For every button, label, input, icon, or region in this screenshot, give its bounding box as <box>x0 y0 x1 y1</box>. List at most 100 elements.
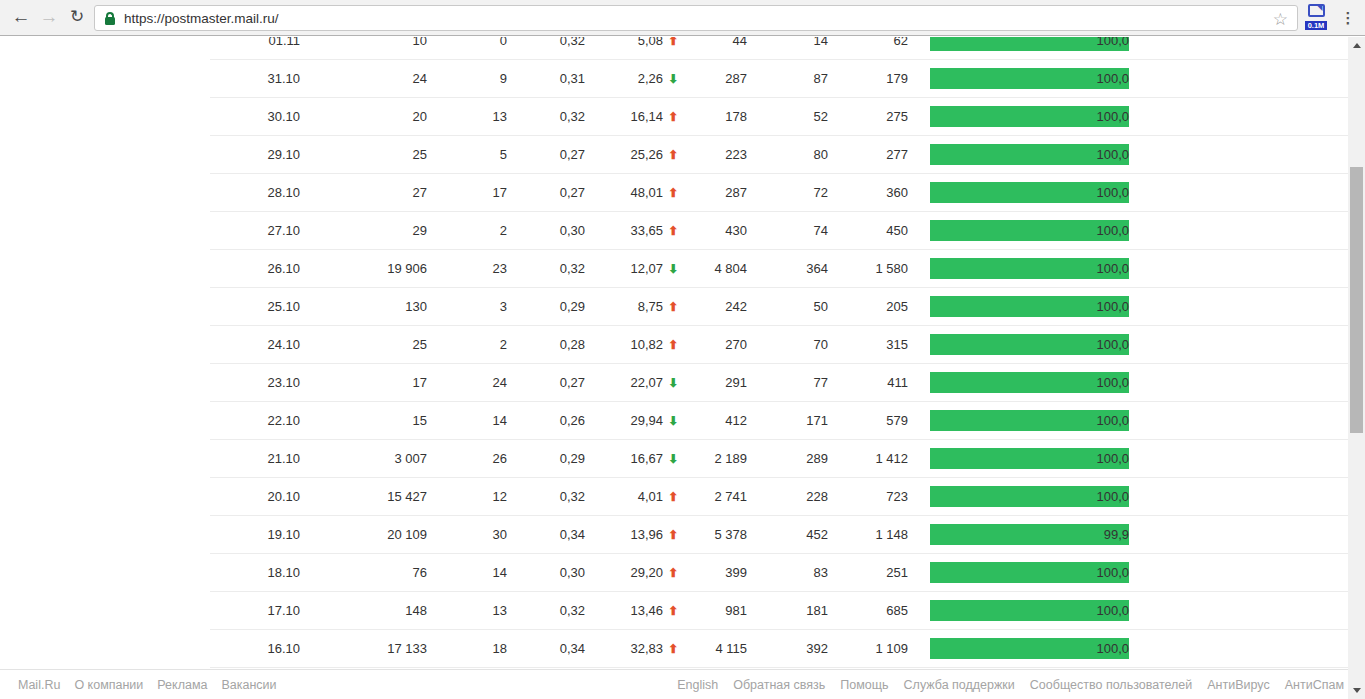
scroll-up-button[interactable] <box>1348 37 1365 53</box>
trend-up-arrow-icon: ⬆ <box>663 338 678 352</box>
delivery-bar-cell: 100,0 <box>908 448 1140 469</box>
trend-cell: 29,94⬇ <box>585 413 678 428</box>
scroll-down-button[interactable] <box>1348 682 1365 698</box>
extension-icon[interactable]: 0.1M <box>1304 3 1328 30</box>
value-cell-2: 13 <box>427 109 507 124</box>
delivery-percent-bar: 99,9 <box>930 524 1129 545</box>
footer-link-right-5[interactable]: Сообщество пользователей <box>1030 678 1192 692</box>
footer-link-right-4[interactable]: Служба поддержки <box>904 678 1015 692</box>
delivery-bar-cell: 100,0 <box>908 144 1140 165</box>
date-cell: 01.11 <box>210 37 300 48</box>
footer-link-right-6[interactable]: АнтиВирус <box>1207 678 1269 692</box>
delivery-bar-cell: 100,0 <box>908 37 1140 51</box>
delivery-bar-cell: 100,0 <box>908 410 1140 431</box>
value-cell-3: 0,34 <box>507 641 585 656</box>
footer-link-right-7[interactable]: АнтиСпам <box>1285 678 1344 692</box>
footer-links-left: Mail.Ru О компании Реклама Вакансии <box>18 678 291 692</box>
value-cell-6: 1 148 <box>828 527 908 542</box>
value-cell-1: 19 906 <box>300 261 427 276</box>
delivery-bar-cell: 100,0 <box>908 562 1140 583</box>
value-cell-4: 4 115 <box>678 641 747 656</box>
date-cell: 22.10 <box>210 413 300 428</box>
chrome-menu-icon[interactable]: ⋮ <box>1338 4 1358 32</box>
date-cell: 28.10 <box>210 185 300 200</box>
value-cell-2: 14 <box>427 565 507 580</box>
value-cell-3: 0,26 <box>507 413 585 428</box>
footer-links-right: English Обратная связь Помощь Служба поддер… <box>662 678 1344 692</box>
value-cell-4: 2 189 <box>678 451 747 466</box>
value-cell-1: 24 <box>300 71 427 86</box>
value-cell-2: 5 <box>427 147 507 162</box>
trend-value: 33,65 <box>630 223 663 238</box>
table-row: 23.1017240,2722,07⬇29177411100,0 <box>210 364 1348 402</box>
scrollbar-thumb[interactable] <box>1350 167 1363 433</box>
trend-cell: 29,20⬆ <box>585 565 678 580</box>
value-cell-5: 392 <box>747 641 828 656</box>
url-text[interactable]: https://postmaster.mail.ru/ <box>124 11 279 26</box>
delivery-percent-bar: 100,0 <box>930 144 1129 165</box>
trend-down-arrow-icon: ⬇ <box>663 414 678 428</box>
stats-table: 01.111000,325,08⬆441462100,031.102490,31… <box>210 37 1348 668</box>
https-lock-icon <box>105 12 115 25</box>
value-cell-4: 5 378 <box>678 527 747 542</box>
value-cell-2: 9 <box>427 71 507 86</box>
date-cell: 29.10 <box>210 147 300 162</box>
table-row: 20.1015 427120,324,01⬆2 741228723100,0 <box>210 478 1348 516</box>
value-cell-3: 0,32 <box>507 489 585 504</box>
value-cell-6: 251 <box>828 565 908 580</box>
footer-link-left-2[interactable]: О компании <box>74 678 143 692</box>
date-cell: 18.10 <box>210 565 300 580</box>
value-cell-1: 10 <box>300 37 427 48</box>
back-button[interactable]: ← <box>7 3 35 31</box>
value-cell-5: 52 <box>747 109 828 124</box>
value-cell-2: 30 <box>427 527 507 542</box>
footer-link-right-1[interactable]: English <box>677 678 718 692</box>
trend-cell: 13,46⬆ <box>585 603 678 618</box>
value-cell-1: 25 <box>300 147 427 162</box>
value-cell-1: 15 427 <box>300 489 427 504</box>
site-footer: Mail.Ru О компании Реклама Вакансии English… <box>0 669 1348 699</box>
value-cell-2: 3 <box>427 299 507 314</box>
trend-up-arrow-icon: ⬆ <box>663 566 678 580</box>
trend-value: 48,01 <box>630 185 663 200</box>
value-cell-3: 0,29 <box>507 299 585 314</box>
delivery-bar-cell: 100,0 <box>908 486 1140 507</box>
value-cell-5: 181 <box>747 603 828 618</box>
footer-link-left-3[interactable]: Реклама <box>157 678 207 692</box>
delivery-percent-bar: 100,0 <box>930 334 1129 355</box>
value-cell-3: 0,32 <box>507 603 585 618</box>
date-cell: 27.10 <box>210 223 300 238</box>
trend-up-arrow-icon: ⬆ <box>663 186 678 200</box>
trend-down-arrow-icon: ⬇ <box>663 262 678 276</box>
forward-button[interactable]: → <box>35 3 63 31</box>
trend-value: 16,14 <box>630 109 663 124</box>
table-row: 29.102550,2725,26⬆22380277100,0 <box>210 136 1348 174</box>
value-cell-1: 15 <box>300 413 427 428</box>
footer-link-left-4[interactable]: Вакансии <box>221 678 276 692</box>
date-cell: 16.10 <box>210 641 300 656</box>
value-cell-6: 62 <box>828 37 908 48</box>
delivery-bar-cell: 100,0 <box>908 600 1140 621</box>
address-bar[interactable]: https://postmaster.mail.ru/ ☆ <box>94 5 1298 31</box>
value-cell-4: 178 <box>678 109 747 124</box>
value-cell-2: 17 <box>427 185 507 200</box>
value-cell-2: 26 <box>427 451 507 466</box>
value-cell-2: 2 <box>427 223 507 238</box>
footer-link-right-2[interactable]: Обратная связь <box>733 678 825 692</box>
table-row: 22.1015140,2629,94⬇412171579100,0 <box>210 402 1348 440</box>
bookmark-star-icon[interactable]: ☆ <box>1273 9 1288 30</box>
trend-cell: 4,01⬆ <box>585 489 678 504</box>
footer-link-right-3[interactable]: Помощь <box>840 678 888 692</box>
value-cell-4: 399 <box>678 565 747 580</box>
value-cell-6: 360 <box>828 185 908 200</box>
trend-cell: 2,26⬇ <box>585 71 678 86</box>
footer-link-left-1[interactable]: Mail.Ru <box>18 678 60 692</box>
reload-button[interactable]: ↻ <box>63 3 91 31</box>
value-cell-3: 0,30 <box>507 565 585 580</box>
value-cell-5: 87 <box>747 71 828 86</box>
trend-cell: 13,96⬆ <box>585 527 678 542</box>
value-cell-3: 0,27 <box>507 147 585 162</box>
vertical-scrollbar[interactable] <box>1348 37 1365 699</box>
browser-toolbar: ← → ↻ https://postmaster.mail.ru/ ☆ 0.1M… <box>0 0 1365 36</box>
delivery-bar-cell: 100,0 <box>908 182 1140 203</box>
